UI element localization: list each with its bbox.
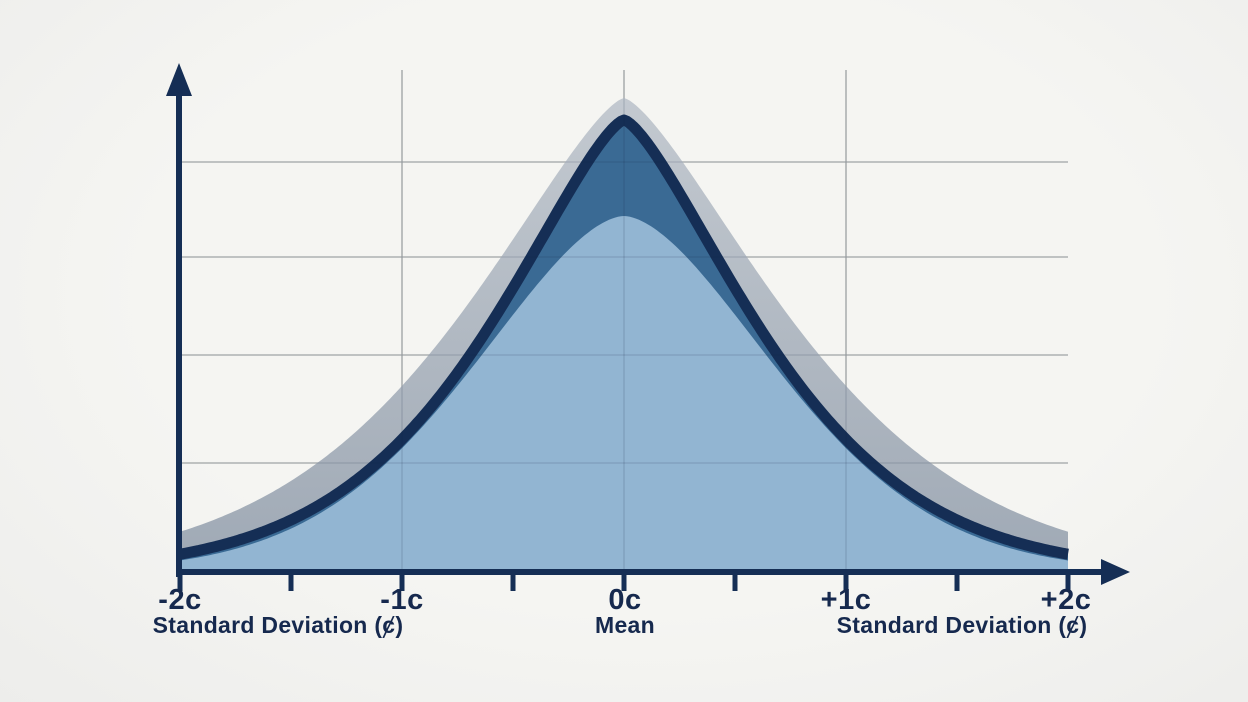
x-tick-label-plus-1: +1c	[820, 584, 872, 616]
x-axis-arrowhead	[1101, 559, 1130, 585]
x-tick-marks	[177, 574, 1071, 591]
x-tick-label-zero: 0c	[608, 584, 642, 616]
axis-caption-std-dev-right: Standard Deviation (ȼ)	[836, 612, 1088, 638]
x-tick-label-minus-2: -2c	[158, 584, 202, 616]
light-inner-bell	[180, 216, 1068, 572]
grid-lines-overlay	[181, 70, 1068, 571]
axis-caption-std-dev-left: Standard Deviation (ȼ)	[152, 612, 404, 638]
axes	[166, 63, 1130, 585]
axis-caption-mean: Mean	[595, 612, 655, 638]
x-tick-label-plus-2: +2c	[1040, 584, 1092, 616]
y-axis-arrowhead	[166, 63, 192, 96]
bell-outline	[177, 114, 1071, 560]
x-tick-label-minus-1: -1c	[380, 584, 424, 616]
